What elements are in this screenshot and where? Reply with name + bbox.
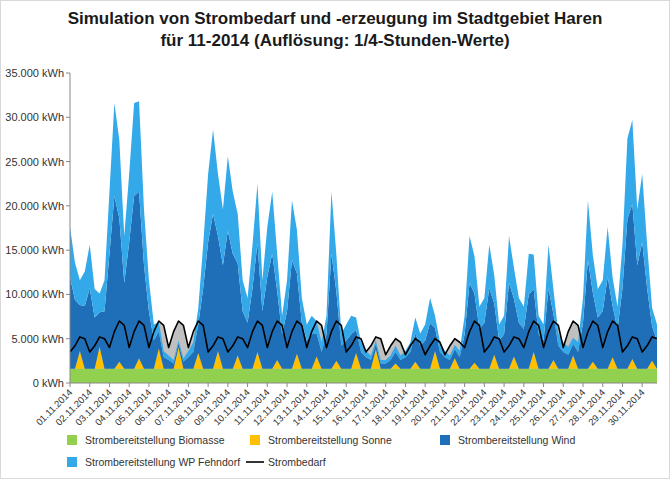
y-tick-label: 35.000 kWh: [5, 67, 64, 79]
line-series: [70, 321, 657, 355]
chart-border: [1, 1, 670, 479]
legend-item: Strombereitstellung Biomasse: [67, 434, 225, 446]
x-tick: [602, 383, 603, 387]
x-tick: [287, 383, 288, 387]
legend-label: Strombedarf: [268, 456, 326, 468]
x-tick: [385, 383, 386, 387]
legend-swatch: [440, 435, 450, 445]
y-axis: [70, 73, 71, 383]
y-tick: [66, 161, 70, 162]
x-tick-label: 30.11.2014: [606, 387, 647, 428]
x-tick: [365, 383, 366, 387]
y-tick: [66, 383, 70, 384]
title-line: für 11-2014 (Auflösung: 1/4-Stunden-Wert…: [160, 31, 509, 50]
title: Simulation von Strombedarf und -erzeugun…: [68, 9, 603, 50]
y-tick-label: 30.000 kWh: [5, 111, 64, 123]
x-tick: [642, 383, 643, 387]
x-tick: [425, 383, 426, 387]
legend-label: Strombereitstellung Sonne: [268, 434, 392, 446]
legend-label: Strombereitstellung Biomasse: [85, 434, 225, 446]
y-tick-label: 5.000 kWh: [11, 333, 64, 345]
x-tick: [227, 383, 228, 387]
y-tick: [66, 250, 70, 251]
x-tick: [622, 383, 623, 387]
legend-item: Strombedarf: [246, 456, 326, 468]
x-tick: [148, 383, 149, 387]
x-tick: [168, 383, 169, 387]
x-tick: [109, 383, 110, 387]
y-tick: [66, 73, 70, 74]
x-tick: [563, 383, 564, 387]
y-tick: [66, 205, 70, 206]
legend-item: Strombereitstellung WP Fehndorf: [67, 456, 240, 468]
x-tick: [306, 383, 307, 387]
y-tick-label: 15.000 kWh: [5, 244, 64, 256]
x-tick: [247, 383, 248, 387]
legend-label: Strombereitstellung Wind: [458, 434, 575, 446]
area-series: [70, 101, 657, 363]
area-series: [70, 192, 657, 369]
x-tick: [188, 383, 189, 387]
legend-swatch: [67, 435, 77, 445]
x-tick: [89, 383, 90, 387]
legend-item: Strombereitstellung Sonne: [250, 434, 392, 446]
legend-swatch: [67, 457, 77, 467]
x-tick: [346, 383, 347, 387]
x-tick: [464, 383, 465, 387]
title-line: Simulation von Strombedarf und -erzeugun…: [68, 9, 603, 28]
x-tick: [70, 383, 71, 387]
legend-label: Strombereitstellung WP Fehndorf: [85, 456, 240, 468]
y-tick: [66, 294, 70, 295]
x-tick: [523, 383, 524, 387]
x-tick: [326, 383, 327, 387]
x-tick: [444, 383, 445, 387]
x-tick: [405, 383, 406, 387]
y-tick-label: 0 kWh: [33, 377, 64, 389]
legend-swatch: [246, 461, 264, 463]
area-series: [70, 369, 657, 383]
x-tick: [484, 383, 485, 387]
x-tick: [129, 383, 130, 387]
y-tick: [66, 117, 70, 118]
x-axis: [70, 383, 657, 384]
legend-item: Strombereitstellung Wind: [440, 434, 575, 446]
x-tick: [267, 383, 268, 387]
y-tick-label: 10.000 kWh: [5, 288, 64, 300]
y-tick-label: 25.000 kWh: [5, 156, 64, 168]
plot-area: [70, 101, 657, 383]
y-tick: [66, 338, 70, 339]
chart: Simulation von Strombedarf und -erzeugun…: [0, 0, 670, 479]
x-tick: [583, 383, 584, 387]
y-tick-label: 20.000 kWh: [5, 200, 64, 212]
x-tick: [208, 383, 209, 387]
legend-swatch: [250, 435, 260, 445]
x-tick: [543, 383, 544, 387]
x-tick: [504, 383, 505, 387]
